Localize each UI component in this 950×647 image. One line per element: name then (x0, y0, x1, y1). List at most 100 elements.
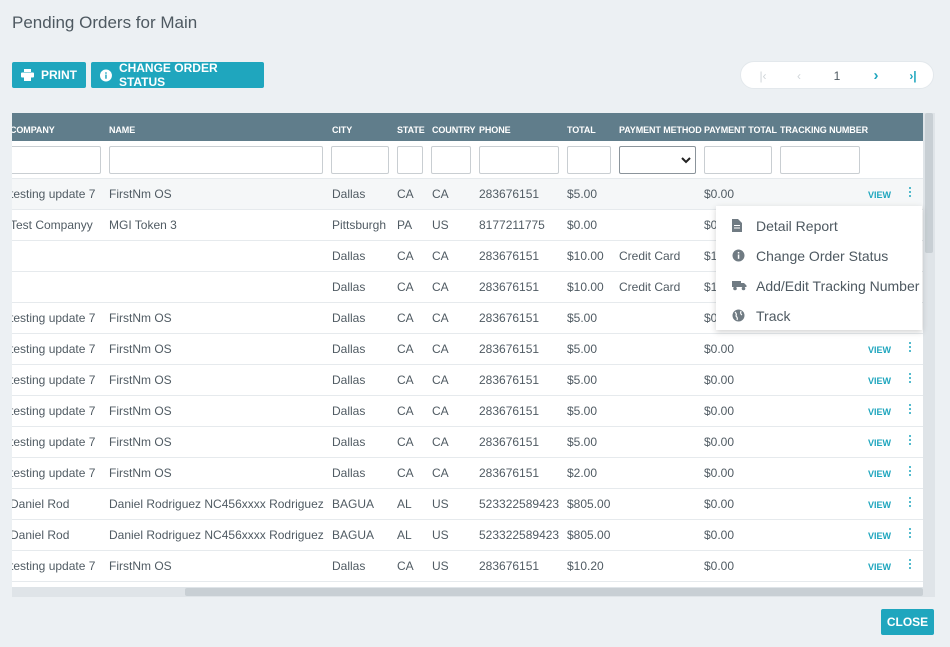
col-country[interactable]: COUNTRY (432, 125, 476, 135)
country-filter-input[interactable] (431, 146, 471, 174)
table-row[interactable]: Daniel Rod Daniel Rodriguez NC456xxxx Rod… (12, 520, 923, 551)
state-filter-input[interactable] (397, 146, 423, 174)
more-actions-icon[interactable] (909, 559, 912, 571)
more-actions-icon[interactable] (909, 435, 912, 447)
view-link[interactable]: VIEW (868, 438, 892, 448)
cell-name: FirstNm OS (109, 187, 172, 201)
cell-total: $5.00 (567, 404, 598, 418)
cell-name: Daniel Rodriguez NC456xxxx Rodriguez (109, 497, 324, 511)
cell-phone: 283676151 (479, 342, 540, 356)
next-page-button[interactable]: › (873, 67, 879, 84)
cell-name: FirstNm OS (109, 466, 172, 480)
cell-city: Dallas (332, 249, 366, 263)
table-row[interactable]: testing update 7 FirstNm OS Dallas CA CA 2836… (12, 334, 923, 365)
cell-state: CA (397, 373, 414, 387)
cell-country: CA (432, 435, 449, 449)
col-city[interactable]: CITY (332, 125, 353, 135)
table-row[interactable]: testing update 7 FirstNm OS Dallas CA CA 2836… (12, 365, 923, 396)
cell-name: FirstNm OS (109, 435, 172, 449)
cell-payment-total: $0.00 (704, 187, 735, 201)
view-link[interactable]: VIEW (868, 345, 892, 355)
close-button[interactable]: CLOSE (881, 609, 934, 635)
more-actions-icon[interactable] (909, 497, 912, 509)
phone-filter-input[interactable] (479, 146, 559, 174)
cell-phone: 283676151 (479, 280, 540, 294)
menu-item-change-order-status[interactable]: Change Order Status (716, 241, 922, 271)
print-button[interactable]: PRINT (12, 62, 86, 88)
more-actions-icon[interactable] (909, 466, 912, 478)
cell-country: CA (432, 280, 449, 294)
menu-item-detail-report[interactable]: Detail Report (716, 211, 922, 241)
table-row[interactable]: Daniel Rod Daniel Rodriguez NC456xxxx Rod… (12, 489, 923, 520)
name-filter-input[interactable] (109, 146, 323, 174)
col-tracking-number[interactable]: TRACKING NUMBER (780, 125, 868, 135)
table-row[interactable]: testing update 7 FirstNm OS Dallas CA CA 2836… (12, 427, 923, 458)
cell-name: MGI Token 3 (109, 218, 177, 232)
city-filter-input[interactable] (331, 146, 389, 174)
more-actions-icon[interactable] (909, 528, 912, 540)
col-total[interactable]: TOTAL (567, 125, 596, 135)
cell-name: FirstNm OS (109, 559, 172, 573)
view-link[interactable]: VIEW (868, 407, 892, 417)
cell-total: $5.00 (567, 342, 598, 356)
table-row[interactable]: testing update 7 FirstNm OS Dallas CA CA 2836… (12, 179, 923, 210)
menu-item-track[interactable]: Track (716, 301, 922, 331)
col-phone[interactable]: PHONE (479, 125, 511, 135)
change-order-status-label: CHANGE ORDER STATUS (118, 61, 218, 89)
view-link[interactable]: VIEW (868, 500, 892, 510)
col-payment-total[interactable]: PAYMENT TOTAL (704, 125, 777, 135)
horizontal-scroll-thumb[interactable] (185, 588, 923, 596)
col-name[interactable]: NAME (109, 125, 136, 135)
cell-total: $10.00 (567, 249, 604, 263)
last-page-button[interactable]: ›| (909, 69, 917, 83)
cell-country: US (432, 528, 449, 542)
company-filter-input[interactable] (12, 146, 101, 174)
table-row[interactable]: testing update 7 FirstNm OS Dallas CA CA 2836… (12, 396, 923, 427)
first-page-button[interactable]: |‹ (759, 69, 767, 83)
view-link[interactable]: VIEW (868, 531, 892, 541)
col-state[interactable]: STATE (397, 125, 425, 135)
cell-name: Daniel Rodriguez NC456xxxx Rodriguez (109, 528, 324, 542)
cell-phone: 283676151 (479, 435, 540, 449)
printer-icon (21, 69, 34, 81)
tracking-number-filter-input[interactable] (780, 146, 860, 174)
cell-city: Dallas (332, 342, 366, 356)
col-payment-method[interactable]: PAYMENT METHOD (619, 125, 702, 135)
page-title: Pending Orders for Main (12, 13, 198, 32)
cell-name: FirstNm OS (109, 311, 172, 325)
view-link[interactable]: VIEW (868, 562, 892, 572)
payment-method-filter-select[interactable] (619, 146, 696, 174)
cell-total: $10.00 (567, 280, 604, 294)
cell-city: Dallas (332, 187, 366, 201)
cell-company: testing update 7 (12, 404, 96, 418)
more-actions-icon[interactable] (909, 404, 912, 416)
cell-city: BAGUA (332, 497, 375, 511)
info-icon (100, 69, 112, 81)
vertical-scrollbar[interactable] (923, 113, 935, 597)
cell-country: CA (432, 342, 449, 356)
orders-table: COMPANY NAME CITY STATE COUNTRY PHONE TO… (12, 113, 923, 597)
cell-total: $10.20 (567, 559, 604, 573)
cell-company: testing update 7 (12, 466, 96, 480)
cell-city: Dallas (332, 373, 366, 387)
vertical-scroll-thumb[interactable] (925, 113, 933, 253)
prev-page-button[interactable]: ‹ (797, 69, 801, 83)
view-link[interactable]: VIEW (868, 190, 892, 200)
menu-item-add-edit-tracking[interactable]: Add/Edit Tracking Number (716, 271, 922, 301)
cell-payment-total: $0.00 (704, 435, 735, 449)
more-actions-icon[interactable] (909, 342, 912, 354)
cell-payment-total: $0.00 (704, 373, 735, 387)
cell-phone: 283676151 (479, 559, 540, 573)
cell-city: Dallas (332, 280, 366, 294)
table-row[interactable]: testing update 7 FirstNm OS Dallas CA CA 2836… (12, 458, 923, 489)
payment-total-filter-input[interactable] (704, 146, 772, 174)
col-company[interactable]: COMPANY (12, 125, 55, 135)
view-link[interactable]: VIEW (868, 469, 892, 479)
change-order-status-button[interactable]: CHANGE ORDER STATUS (91, 61, 264, 89)
view-link[interactable]: VIEW (868, 376, 892, 386)
more-actions-icon[interactable] (909, 187, 912, 199)
table-row[interactable]: testing update 7 FirstNm OS Dallas CA US 2836… (12, 551, 923, 582)
more-actions-icon[interactable] (909, 373, 912, 385)
total-filter-input[interactable] (567, 146, 611, 174)
horizontal-scrollbar[interactable] (12, 587, 923, 597)
